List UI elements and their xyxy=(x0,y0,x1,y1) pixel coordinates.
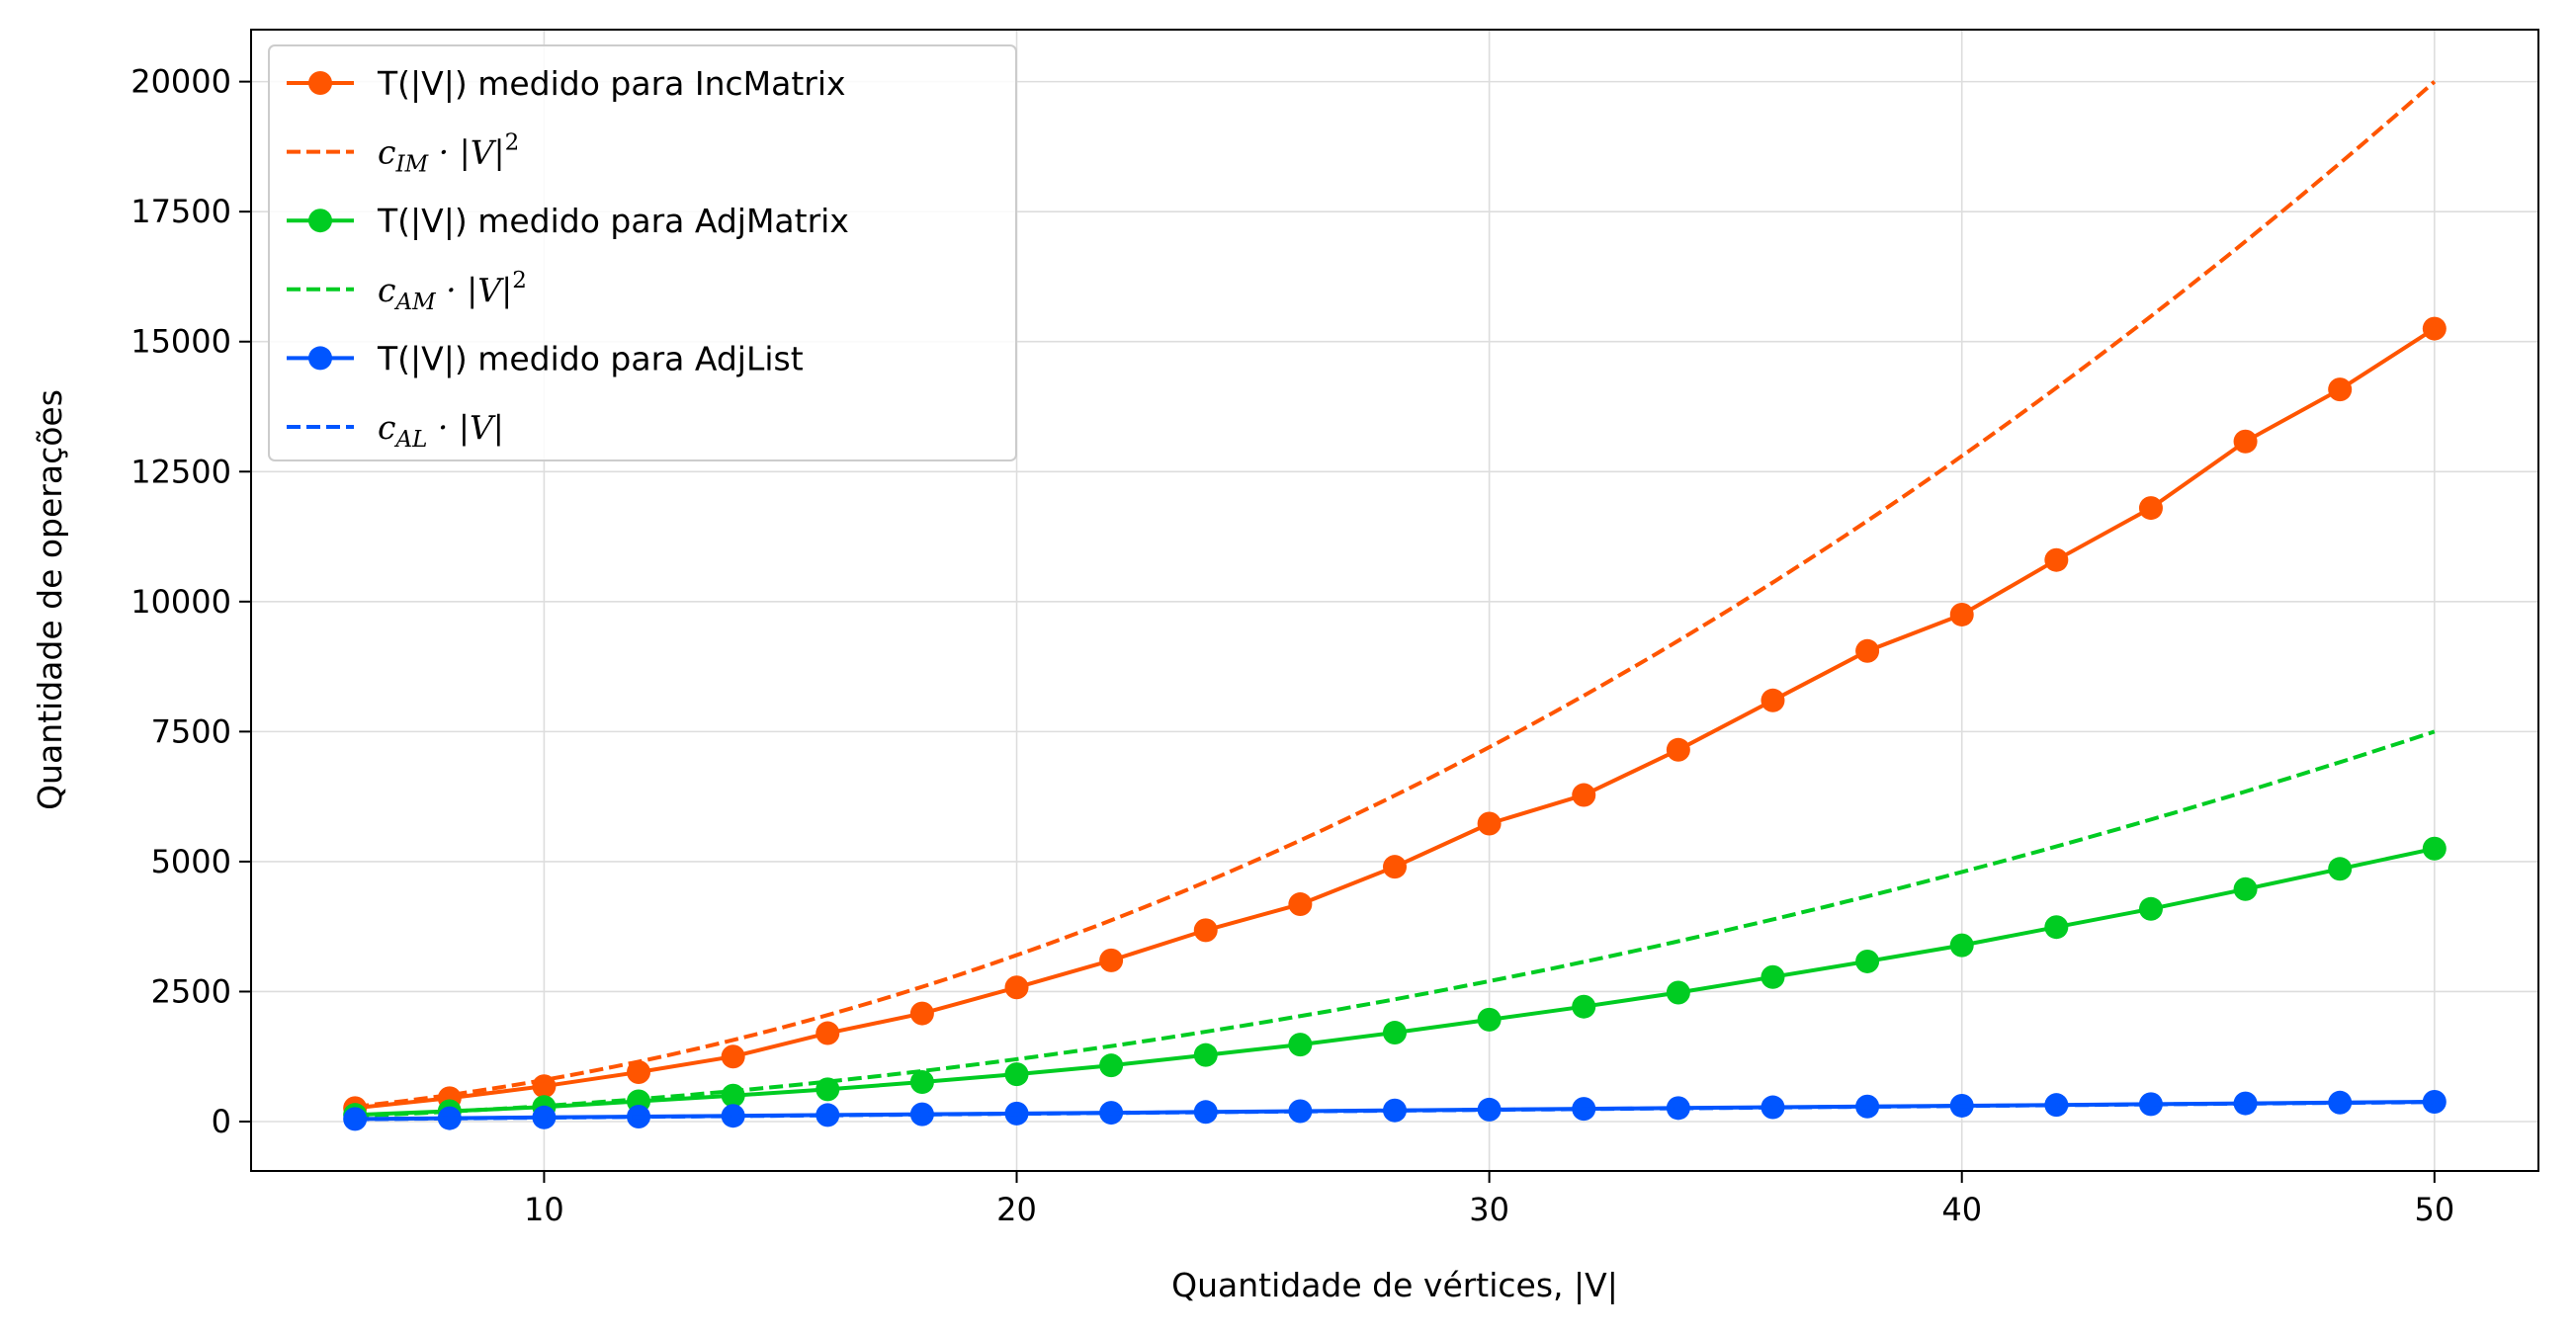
data-point xyxy=(1477,811,1502,836)
legend-marker xyxy=(308,209,332,233)
data-point xyxy=(2328,857,2353,881)
series-2 xyxy=(343,836,2447,1127)
data-point xyxy=(1383,855,1407,879)
data-point xyxy=(1760,1095,1785,1120)
data-point xyxy=(2328,377,2353,402)
data-point xyxy=(2422,316,2447,341)
data-point xyxy=(1288,1033,1313,1057)
data-point xyxy=(721,1083,745,1108)
x-tick-label: 30 xyxy=(1469,1191,1509,1228)
series-3 xyxy=(355,729,2436,1119)
y-tick-label: 7500 xyxy=(151,712,231,750)
data-point xyxy=(1288,892,1313,917)
data-point xyxy=(1193,1043,1218,1067)
legend-item: cAL · |V| xyxy=(287,408,504,453)
data-point xyxy=(721,1044,745,1069)
legend-label: cAM · |V|2 xyxy=(378,268,527,315)
axes-frame xyxy=(250,29,2539,1172)
legend-label: cAL · |V| xyxy=(378,408,504,453)
data-point xyxy=(1572,783,1596,807)
data-point xyxy=(1666,1096,1690,1121)
x-axis-label: Quantidade de vértices, |V| xyxy=(1171,1266,1618,1304)
data-point xyxy=(1004,975,1029,1000)
data-point xyxy=(1949,933,1974,958)
data-point xyxy=(343,1107,368,1131)
legend-label: cIM · |V|2 xyxy=(378,130,519,178)
axis-ticks: 10 20 30 40 50 0 2500 5000 7500 10000 12500 15000 17… xyxy=(130,63,2454,1228)
data-point xyxy=(1855,949,1880,973)
data-point xyxy=(816,1103,840,1127)
data-point xyxy=(2233,876,2258,901)
y-tick-label: 2500 xyxy=(151,972,231,1010)
y-tick-label: 17500 xyxy=(130,193,231,230)
data-point xyxy=(1666,737,1690,762)
y-tick-label: 5000 xyxy=(151,843,231,880)
data-point xyxy=(2044,547,2069,572)
x-tick-label: 50 xyxy=(2414,1191,2454,1228)
series-line xyxy=(354,80,2437,1109)
data-point xyxy=(909,1070,934,1095)
plot-area xyxy=(343,80,2447,1131)
series-0 xyxy=(343,316,2447,1121)
data-point xyxy=(1855,638,1880,663)
legend-label: T(|V|) medido para AdjList xyxy=(377,339,804,377)
data-point xyxy=(1099,1053,1124,1078)
data-point xyxy=(2138,896,2163,921)
legend-label: T(|V|) medido para IncMatrix xyxy=(377,64,846,103)
legend-item: T(|V|) medido para AdjMatrix xyxy=(287,202,849,240)
legend-item: T(|V|) medido para IncMatrix xyxy=(287,64,846,103)
data-point xyxy=(2044,915,2069,940)
data-point xyxy=(1099,948,1124,972)
series-5 xyxy=(355,1100,2435,1122)
x-tick-label: 40 xyxy=(1941,1191,1982,1228)
data-point xyxy=(2422,1090,2447,1115)
x-tick-label: 20 xyxy=(996,1191,1037,1228)
y-tick-label: 12500 xyxy=(130,453,231,490)
data-point xyxy=(1383,1021,1407,1045)
data-point xyxy=(627,1060,651,1085)
y-axis-label: Quantidade de operações xyxy=(31,389,69,810)
data-point xyxy=(909,1001,934,1026)
x-tick-label: 10 xyxy=(524,1191,564,1228)
y-tick-label: 0 xyxy=(212,1103,231,1140)
series-line xyxy=(355,729,2436,1119)
y-tick-label: 15000 xyxy=(130,323,231,361)
data-point xyxy=(1572,994,1596,1019)
y-tick-label: 10000 xyxy=(130,583,231,621)
data-point xyxy=(2233,429,2258,454)
legend-label: T(|V|) medido para AdjMatrix xyxy=(377,202,849,240)
data-point xyxy=(816,1021,840,1045)
legend-marker xyxy=(308,71,332,95)
data-point xyxy=(2422,836,2447,861)
y-tick-label: 20000 xyxy=(130,63,231,101)
data-point xyxy=(2138,1092,2163,1117)
legend-item: cIM · |V|2 xyxy=(287,130,519,178)
data-point xyxy=(1477,1007,1502,1032)
legend-box xyxy=(268,44,1017,461)
grid-lines xyxy=(251,30,2538,1171)
data-point xyxy=(1760,964,1785,989)
data-point xyxy=(1760,688,1785,712)
data-point xyxy=(1004,1062,1029,1087)
series-line xyxy=(355,1100,2435,1122)
legend-marker xyxy=(308,346,332,371)
data-point xyxy=(1666,980,1690,1005)
series-1 xyxy=(354,80,2437,1109)
legend-item: cAM · |V|2 xyxy=(287,268,527,315)
legend: T(|V|) medido para IncMatrix cIM · |V|2 T(… xyxy=(268,44,1017,461)
data-point xyxy=(1949,602,1974,626)
data-point xyxy=(1288,1099,1313,1124)
legend-item: T(|V|) medido para AdjList xyxy=(287,339,804,377)
data-point xyxy=(1193,918,1218,943)
data-point xyxy=(2138,496,2163,521)
data-point xyxy=(437,1106,462,1130)
